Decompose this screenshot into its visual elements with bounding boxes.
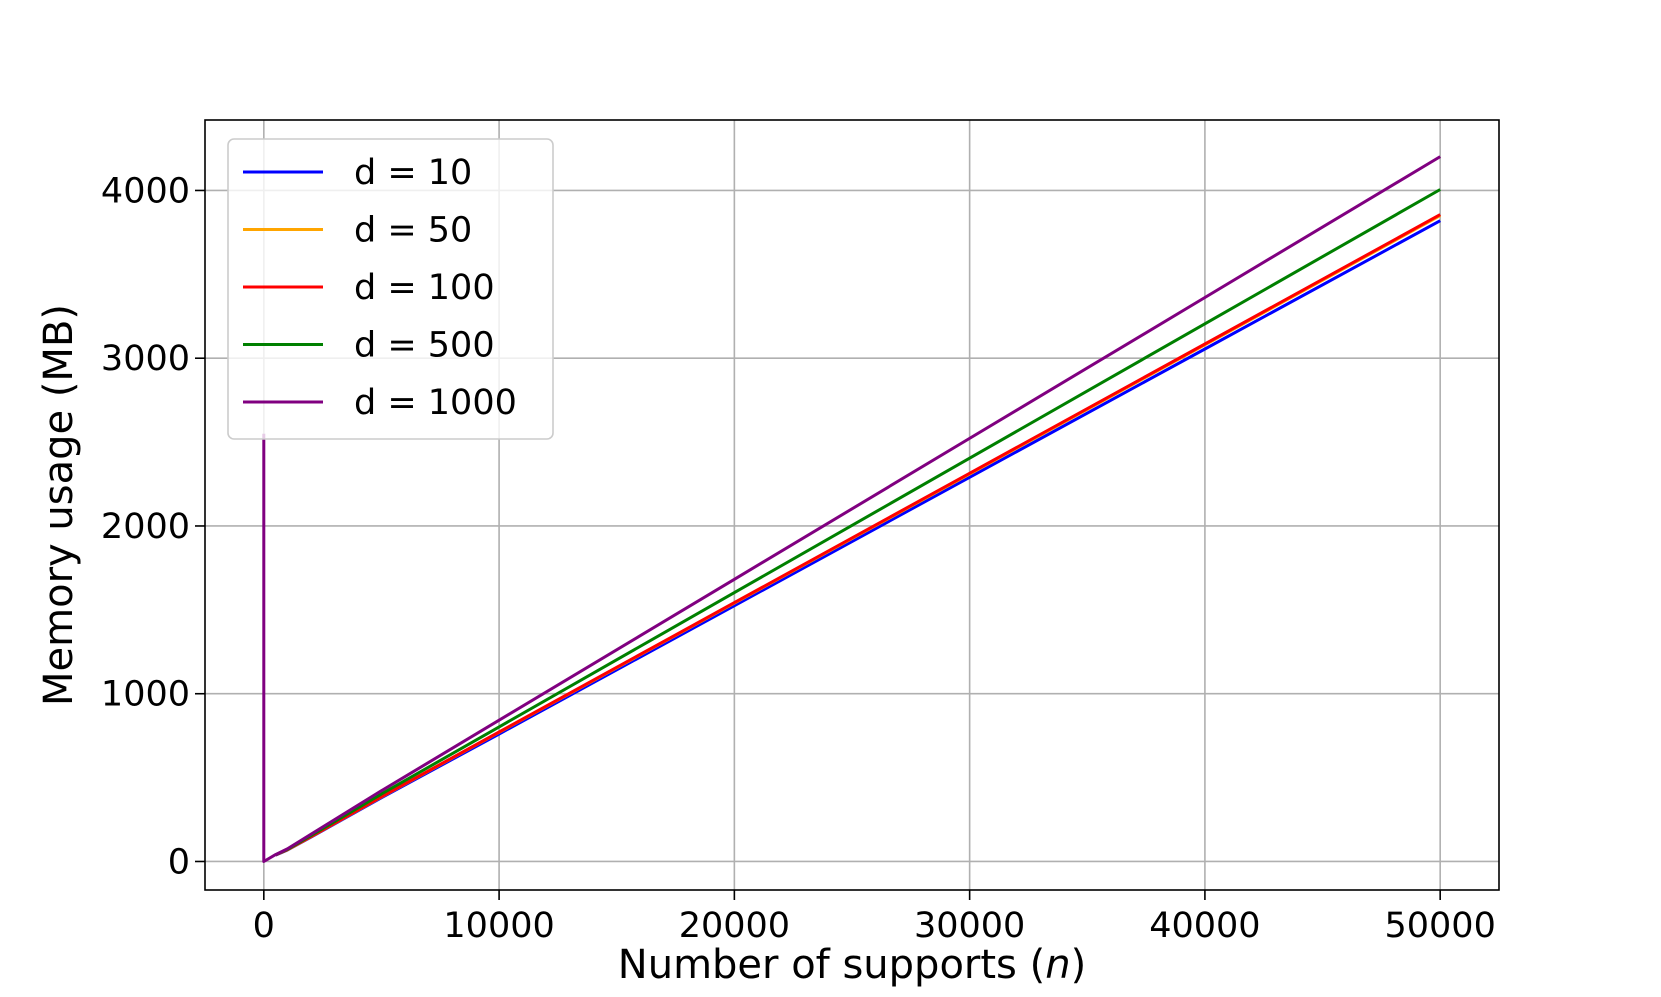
legend-label: d = 100 xyxy=(354,268,495,308)
y-tick-label: 2000 xyxy=(101,507,190,547)
y-tick-label: 0 xyxy=(168,842,190,882)
y-tick-label: 1000 xyxy=(101,675,190,715)
y-tick-label: 4000 xyxy=(101,171,190,211)
legend-label: d = 50 xyxy=(354,211,472,251)
x-axis-label: Number of supports (n) xyxy=(618,942,1086,988)
legend-item: d = 500 xyxy=(243,326,495,366)
x-tick-label: 50000 xyxy=(1385,906,1496,946)
legend-item: d = 100 xyxy=(243,268,495,308)
legend-label: d = 1000 xyxy=(354,383,517,423)
legend-box xyxy=(227,138,554,440)
axis-ticks: 0 10000 20000 30000 40000 50000 0 1000 2000 3000 4… xyxy=(101,171,1496,946)
series-lines xyxy=(262,155,1441,863)
y-tick-label: 3000 xyxy=(101,339,190,379)
legend-label: d = 500 xyxy=(354,326,495,366)
x-tick-label: 30000 xyxy=(914,906,1025,946)
legend-item: d = 50 xyxy=(243,211,472,251)
x-tick-label: 10000 xyxy=(443,906,554,946)
legend-item: d = 1000 xyxy=(243,383,517,423)
x-tick-label: 40000 xyxy=(1149,906,1260,946)
y-axis-label: Memory usage (MB) xyxy=(36,304,82,706)
x-tick-label: 0 xyxy=(253,906,275,946)
legend: d = 10 d = 50 d = 100 d = 500 d = 1000 xyxy=(227,138,554,440)
series-line-d-1000 xyxy=(262,155,1441,863)
plot-frame xyxy=(204,119,1500,891)
legend-item: d = 10 xyxy=(243,153,472,193)
legend-label: d = 10 xyxy=(354,153,472,193)
x-tick-label: 20000 xyxy=(679,906,790,946)
